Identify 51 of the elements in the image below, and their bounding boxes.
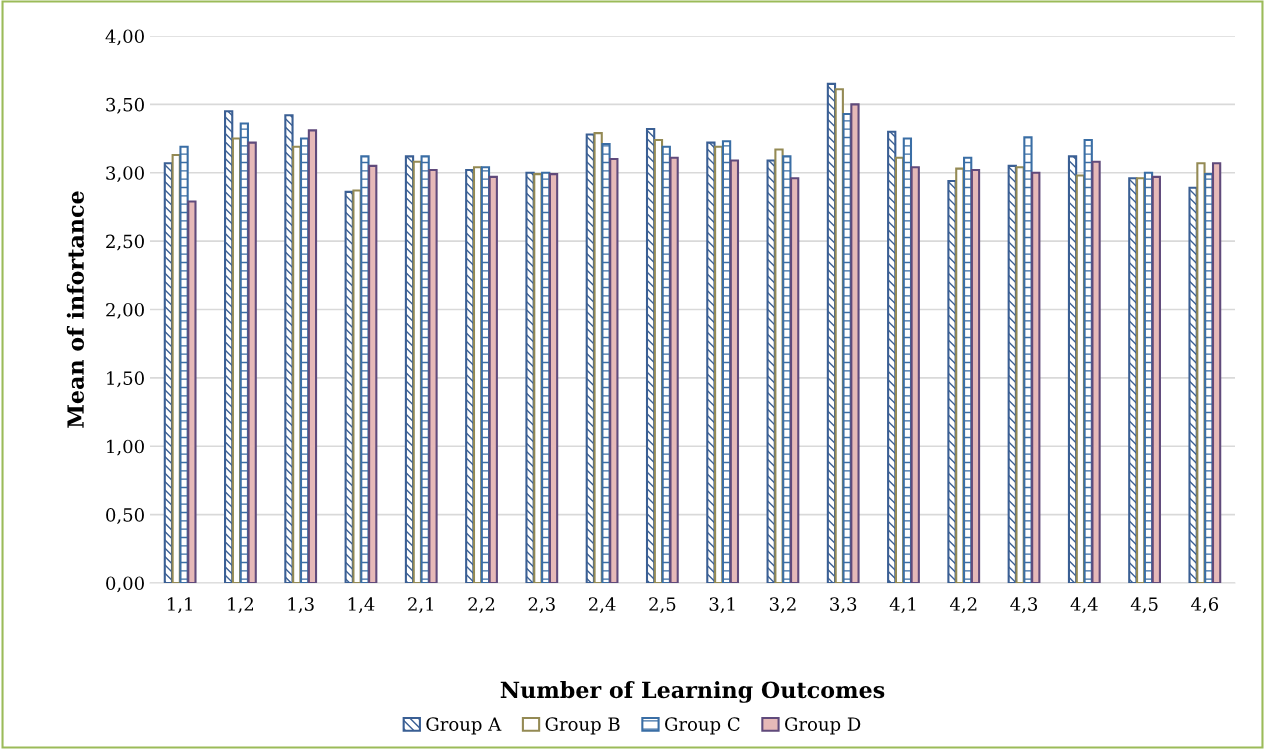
bar (1211, 162, 1222, 583)
bar (1091, 160, 1101, 583)
bar (548, 173, 559, 583)
x-tick-label: 4,1 (889, 597, 916, 614)
x-tick-label: 3,2 (769, 597, 796, 614)
bar (669, 156, 679, 583)
y-axis-title: Mean of infortance (66, 191, 84, 428)
y-tick-label: 1,00 (107, 439, 144, 456)
x-tick-label: 2,5 (649, 597, 676, 614)
x-tick-label: 4,6 (1191, 597, 1219, 614)
x-tick-label: 4,2 (949, 597, 977, 614)
bar (1031, 171, 1041, 583)
x-axis-title: Number of Learning Outcomes (500, 681, 885, 703)
bar (970, 168, 981, 583)
y-tick-label: 3,00 (106, 166, 144, 183)
bar (428, 168, 438, 583)
legend-label: Group B (545, 717, 620, 735)
bar (609, 158, 619, 583)
y-tick-label: 2,00 (106, 302, 144, 319)
x-tick-label: 1,2 (228, 597, 253, 614)
bar (307, 129, 318, 583)
x-tick-label: 2,1 (408, 597, 434, 614)
x-tick-label: 2,3 (528, 597, 555, 614)
bar (790, 177, 800, 583)
x-tick-label: 4,5 (1130, 597, 1158, 614)
x-tick-label: 1,4 (348, 597, 375, 614)
bar (187, 200, 197, 583)
bar (1151, 175, 1161, 583)
bar (247, 141, 257, 583)
legend-label: Group A (426, 717, 502, 735)
y-tick-label: 3,50 (106, 97, 144, 114)
legend-label: Group D (785, 717, 861, 735)
x-tick-label: 3,1 (709, 597, 735, 614)
x-tick-label: 4,3 (1010, 597, 1038, 614)
bar (850, 103, 860, 583)
bar (910, 166, 920, 583)
bar (368, 164, 378, 583)
x-tick-label: 4,4 (1070, 597, 1098, 614)
x-tick-label: 1,3 (288, 597, 314, 614)
y-tick-label: 4,00 (105, 29, 144, 46)
x-tick-label: 1,1 (167, 597, 192, 614)
y-tick-label: 0,50 (106, 508, 144, 524)
y-tick-label: 1,50 (107, 371, 144, 388)
legend-label: Group C (665, 717, 740, 735)
y-tick-label: 2,50 (106, 234, 144, 251)
y-tick-label: 0,00 (106, 576, 144, 593)
x-tick-label: 2,2 (468, 597, 495, 614)
bar (488, 175, 498, 583)
x-tick-label: 2,4 (588, 597, 616, 614)
x-tick-label: 3,3 (830, 597, 857, 614)
bar (729, 159, 740, 583)
